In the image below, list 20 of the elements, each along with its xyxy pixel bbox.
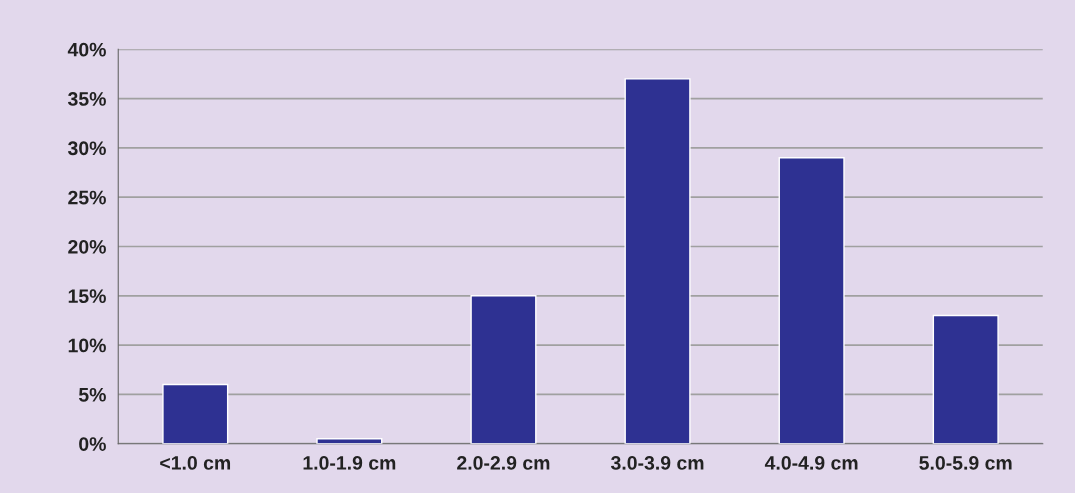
x-tick-label: <1.0 cm	[160, 456, 231, 470]
x-tick-label: 1.0-1.9 cm	[303, 456, 396, 470]
y-tick-label: 15%	[68, 289, 106, 304]
y-tick-label: 30%	[67, 141, 106, 156]
y-tick-label: 0%	[79, 437, 106, 451]
y-tick-label: 35%	[67, 92, 106, 106]
bar	[778, 157, 845, 444]
y-tick-label: 5%	[78, 387, 106, 402]
bar	[932, 314, 999, 444]
x-tick-label: 3.0-3.9 cm	[610, 456, 704, 470]
x-tick-label: 5.0-5.9 cm	[919, 456, 1012, 470]
y-tick-label: 25%	[68, 190, 106, 205]
bar	[624, 78, 691, 444]
y-tick-label: 20%	[68, 239, 106, 254]
bar	[162, 383, 229, 444]
x-tick-label: 2.0-2.9 cm	[457, 456, 550, 470]
y-tick-label: 40%	[67, 42, 106, 57]
bar	[470, 295, 537, 444]
x-tick-label: 4.0-4.9 cm	[764, 456, 858, 470]
y-tick-label: 10%	[68, 338, 106, 353]
